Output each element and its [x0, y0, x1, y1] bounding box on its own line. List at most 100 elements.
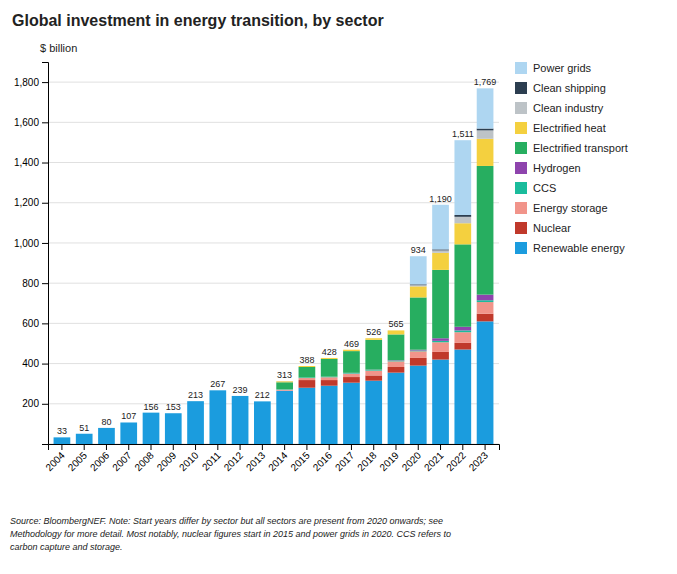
x-tick: 2019 — [377, 444, 401, 473]
total-label: 51 — [79, 423, 89, 433]
x-tick: 2010 — [177, 444, 201, 473]
y-tick-mark — [42, 444, 48, 445]
bar-segment — [432, 342, 449, 352]
bar-segment — [98, 427, 115, 428]
bar-segment — [254, 401, 271, 402]
bar-segment — [343, 349, 360, 350]
y-tick: 1,800 — [14, 77, 48, 88]
bar-segment — [120, 422, 137, 423]
bar-segment — [276, 381, 293, 382]
legend-item: Nuclear — [515, 222, 571, 234]
total-label: 107 — [121, 411, 136, 421]
legend-label: Electrified heat — [533, 122, 606, 134]
total-label: 469 — [344, 339, 359, 349]
y-tick-mark — [42, 163, 48, 164]
legend-swatch — [515, 202, 527, 214]
y-tick-mark — [42, 323, 48, 324]
x-tick: 2011 — [200, 444, 223, 473]
bar-segment — [120, 422, 137, 423]
x-tick-mark — [440, 444, 441, 450]
legend-swatch — [515, 122, 527, 134]
bar-segment — [321, 358, 338, 359]
bar-segment — [477, 295, 494, 301]
x-tick-mark — [351, 444, 352, 450]
bar-segment — [165, 413, 182, 414]
bar-segment — [54, 437, 71, 438]
bar-segment — [454, 215, 471, 217]
bar-segment — [76, 433, 93, 434]
total-label: 80 — [101, 417, 111, 427]
bar-segment — [454, 244, 471, 326]
legend-swatch — [515, 182, 527, 194]
x-tick: 2022 — [444, 444, 468, 473]
bar-segment — [343, 383, 360, 444]
total-label: 213 — [188, 390, 203, 400]
bar-segment — [187, 401, 204, 402]
bar-segment — [209, 390, 226, 391]
bar-segment — [120, 422, 137, 423]
bar-segment — [254, 401, 271, 402]
x-axis: 2004200520062007200820092010201120122013… — [43, 444, 499, 473]
x-tick-mark — [306, 444, 307, 450]
grid — [48, 82, 499, 444]
bar-segment — [165, 413, 182, 444]
legend-swatch — [515, 102, 527, 114]
bar-segment — [165, 413, 182, 414]
bar-segment — [143, 412, 160, 413]
y-tick: 600 — [22, 318, 48, 329]
x-tick-mark — [151, 444, 152, 450]
bar-segment — [76, 433, 93, 434]
bar-segment — [299, 367, 316, 377]
bar-segment — [232, 395, 249, 396]
y-tick-label: 1,600 — [14, 117, 39, 128]
total-label: 313 — [277, 370, 292, 380]
x-tick-mark — [395, 444, 396, 450]
bar-segment — [276, 390, 293, 391]
total-label: 934 — [411, 245, 426, 255]
bar-segment — [388, 334, 405, 360]
grid-line — [48, 82, 499, 83]
chart-svg: Global investment in energy transition, … — [0, 0, 677, 574]
bar-segment — [321, 357, 338, 358]
bar-segment — [54, 437, 71, 438]
bar-segment — [143, 412, 160, 413]
bar-segment — [432, 253, 449, 270]
bar-segment — [321, 377, 338, 380]
bar-segment — [343, 350, 360, 351]
bar-segment — [477, 314, 494, 322]
annotations: Source: BloombergNEF. Note: Start years … — [10, 516, 451, 552]
total-label: 153 — [166, 402, 181, 412]
legend-label: Clean shipping — [533, 82, 606, 94]
legend-swatch — [515, 242, 527, 254]
bar-segment — [299, 365, 316, 366]
y-tick — [42, 444, 48, 445]
bar-segment — [365, 338, 382, 340]
bar-segment — [321, 386, 338, 444]
y-tick: 1,000 — [14, 238, 48, 249]
series-group — [276, 130, 493, 381]
bar-segment — [454, 217, 471, 223]
bar-segment — [54, 437, 71, 438]
bar-segment — [410, 358, 427, 366]
y-tick: 1,600 — [14, 117, 48, 128]
bar-segment — [187, 401, 204, 402]
bar-segment — [143, 412, 160, 413]
bar-segment — [321, 357, 338, 358]
bar-segment — [165, 413, 182, 414]
bar-segment — [432, 270, 449, 338]
bar-segment — [120, 422, 137, 423]
x-tick-mark — [373, 444, 374, 450]
bar-segment — [299, 378, 316, 380]
bar-segment — [232, 395, 249, 396]
x-tick-label: 2017 — [333, 449, 357, 473]
legend-label: Power grids — [533, 62, 592, 74]
bar-segment — [232, 395, 249, 396]
bar-segment — [343, 349, 360, 350]
bar-segment — [120, 422, 137, 423]
source-note: Source: BloombergNEF. Note: Start years … — [10, 516, 443, 526]
bar-segment — [209, 390, 226, 391]
bar-segment — [76, 433, 93, 434]
bar-segment — [232, 395, 249, 396]
bar-segment — [54, 437, 71, 438]
legend-item: CCS — [515, 182, 556, 194]
